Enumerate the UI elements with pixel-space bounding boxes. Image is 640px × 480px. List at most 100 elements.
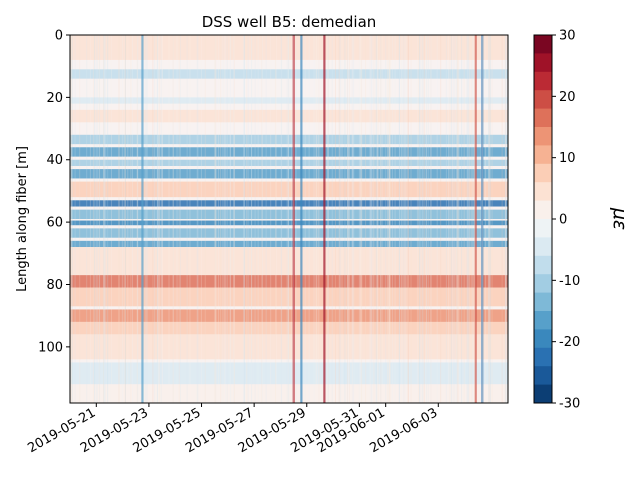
event-line (323, 35, 326, 403)
noise-stripe (359, 35, 361, 403)
noise-stripe (233, 35, 235, 403)
colorbar-tick-label: 20 (559, 90, 576, 105)
depth-band (70, 200, 508, 207)
noise-stripe (287, 35, 289, 403)
noise-stripe (281, 35, 283, 403)
y-axis: 0 20 40 60 80 100 (38, 29, 70, 355)
noise-stripe (389, 35, 391, 403)
noise-stripe (308, 35, 310, 403)
noise-stripe (481, 35, 483, 403)
noise-stripe (261, 35, 263, 403)
noise-stripe (189, 35, 191, 403)
noise-stripe (348, 35, 350, 403)
x-axis: 2019-05-212019-05-232019-05-252019-05-27… (25, 403, 440, 456)
noise-stripe (407, 35, 409, 403)
noise-stripe (105, 35, 107, 403)
noise-stripe (489, 35, 491, 403)
noise-stripe (467, 35, 469, 403)
noise-stripe (353, 35, 355, 403)
noise-stripe (172, 35, 174, 403)
noise-stripe (480, 35, 482, 403)
noise-stripe (222, 35, 224, 403)
noise-stripe (157, 35, 159, 403)
noise-stripe (204, 35, 206, 403)
noise-stripe (416, 35, 418, 403)
noise-stripe (243, 35, 245, 403)
noise-stripe (430, 35, 432, 403)
noise-stripe (361, 35, 363, 403)
noise-stripe (214, 35, 216, 403)
colorbar-step (534, 200, 552, 220)
noise-stripe (389, 35, 391, 403)
colorbar-label: με (609, 207, 631, 230)
noise-stripe (95, 35, 97, 403)
depth-band (70, 169, 508, 179)
noise-stripe (327, 35, 329, 403)
noise-stripe (489, 35, 491, 403)
noise-stripe (328, 35, 330, 403)
noise-stripe (369, 35, 371, 403)
colorbar-ticks: 30 20 10 0 -10 -20 -30 (552, 29, 580, 412)
noise-stripe (220, 35, 222, 403)
depth-band (70, 97, 508, 104)
noise-stripe (389, 35, 391, 403)
noise-stripe (348, 35, 350, 403)
event-line (481, 35, 484, 403)
noise-stripe (102, 35, 104, 403)
noise-stripe (274, 35, 276, 403)
noise-stripe (352, 35, 354, 403)
noise-stripe (286, 35, 288, 403)
colorbar-tick-label: 10 (559, 151, 576, 166)
noise-stripe (261, 35, 263, 403)
noise-stripe (505, 35, 507, 403)
noise-stripe (361, 35, 363, 403)
noise-stripe (398, 35, 400, 403)
noise-stripe (71, 35, 73, 403)
noise-stripe (118, 35, 120, 403)
time-events (141, 35, 484, 403)
noise-stripe (457, 35, 459, 403)
depth-band (70, 362, 508, 385)
noise-stripe (291, 35, 293, 403)
depth-band (70, 384, 508, 403)
noise-stripe (144, 35, 146, 403)
noise-stripe (70, 35, 72, 403)
noise-stripe (162, 35, 164, 403)
noise-stripe (472, 35, 474, 403)
noise-stripe (70, 35, 72, 403)
colorbar-step (534, 255, 552, 275)
noise-stripe (425, 35, 427, 403)
colorbar-tick-label: 30 (559, 29, 576, 44)
noise-stripe (145, 35, 147, 403)
noise-stripe (482, 35, 484, 403)
noise-stripe (200, 35, 202, 403)
noise-stripe (295, 35, 297, 403)
noise-stripe (251, 35, 253, 403)
noise-stripe (172, 35, 174, 403)
noise-stripe (385, 35, 387, 403)
noise-stripe (132, 35, 134, 403)
noise-stripe (377, 35, 379, 403)
noise-stripe (405, 35, 407, 403)
y-axis-label: Length along fiber [m] (15, 146, 30, 292)
noise-stripe (313, 35, 315, 403)
depth-band (70, 69, 508, 79)
noise-stripe (468, 35, 470, 403)
noise-stripe (315, 35, 317, 403)
noise-stripe (484, 35, 486, 403)
noise-stripe (158, 35, 160, 403)
noise-stripe (501, 35, 503, 403)
noise-stripe (156, 35, 158, 403)
noise-stripe (376, 35, 378, 403)
noise-stripe (233, 35, 235, 403)
noise-stripe (463, 35, 465, 403)
colorbar-step (534, 90, 552, 109)
noise-stripe (488, 35, 490, 403)
noise-stripe (318, 35, 320, 403)
noise-stripe (456, 35, 458, 403)
noise-stripe (338, 35, 340, 403)
noise-stripe (371, 35, 373, 403)
depth-band (70, 275, 508, 288)
noise-stripe (196, 35, 198, 403)
noise-stripe (225, 35, 227, 403)
